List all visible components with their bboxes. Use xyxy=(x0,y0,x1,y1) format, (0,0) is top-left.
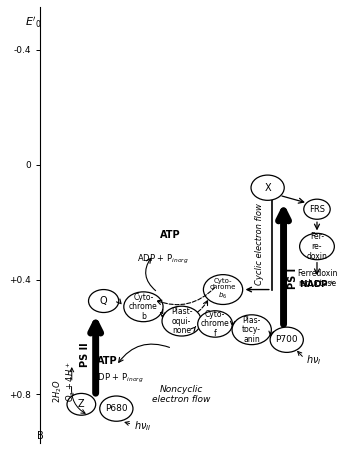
Ellipse shape xyxy=(162,306,201,336)
Ellipse shape xyxy=(304,199,330,219)
Text: P680: P680 xyxy=(105,404,128,413)
Text: ADP + P$_{inorg}$: ADP + P$_{inorg}$ xyxy=(137,253,188,266)
Text: Z: Z xyxy=(78,399,85,410)
Ellipse shape xyxy=(124,292,163,322)
Text: FRS: FRS xyxy=(309,205,325,214)
Text: Cyclic electron flow: Cyclic electron flow xyxy=(255,202,264,284)
Ellipse shape xyxy=(300,233,335,260)
Text: Cyto-
chrome
f: Cyto- chrome f xyxy=(201,310,230,338)
Text: Noncyclic
electron flow: Noncyclic electron flow xyxy=(152,385,211,404)
Text: PS I: PS I xyxy=(288,267,298,288)
Ellipse shape xyxy=(251,175,284,200)
Text: $h\nu_{II}$: $h\nu_{II}$ xyxy=(134,419,151,433)
Text: X: X xyxy=(264,183,271,193)
Text: Ferredoxin
reductase: Ferredoxin reductase xyxy=(297,270,337,288)
Text: Plast-
oqui-
none: Plast- oqui- none xyxy=(171,307,192,335)
Text: PS II: PS II xyxy=(80,342,90,367)
Text: ATP: ATP xyxy=(97,356,117,366)
Text: $E'_0$: $E'_0$ xyxy=(25,16,42,30)
Text: $h\nu_I$: $h\nu_I$ xyxy=(306,353,321,367)
Ellipse shape xyxy=(204,274,243,305)
Text: $2H_2O$: $2H_2O$ xyxy=(51,379,64,403)
Ellipse shape xyxy=(100,396,133,421)
Ellipse shape xyxy=(270,327,303,352)
Ellipse shape xyxy=(88,289,119,312)
Ellipse shape xyxy=(232,315,271,345)
Text: Cyto-
chrome
$b_6$: Cyto- chrome $b_6$ xyxy=(210,278,236,301)
Text: Cyto-
chrome
b: Cyto- chrome b xyxy=(129,292,158,321)
Text: ATP: ATP xyxy=(160,230,181,240)
Text: $O_2 + 4H^+$: $O_2 + 4H^+$ xyxy=(65,361,78,402)
Text: Q: Q xyxy=(100,296,107,306)
Text: Plas-
tocy-
anin: Plas- tocy- anin xyxy=(242,315,261,344)
Text: B: B xyxy=(37,431,43,441)
Text: Fer-
re-
doxin: Fer- re- doxin xyxy=(306,232,327,261)
Ellipse shape xyxy=(198,311,232,337)
Text: P700: P700 xyxy=(276,335,298,344)
Ellipse shape xyxy=(67,393,96,415)
Text: NADP$^+$: NADP$^+$ xyxy=(299,278,335,290)
Text: ADP + P$_{inorg}$: ADP + P$_{inorg}$ xyxy=(92,372,144,385)
